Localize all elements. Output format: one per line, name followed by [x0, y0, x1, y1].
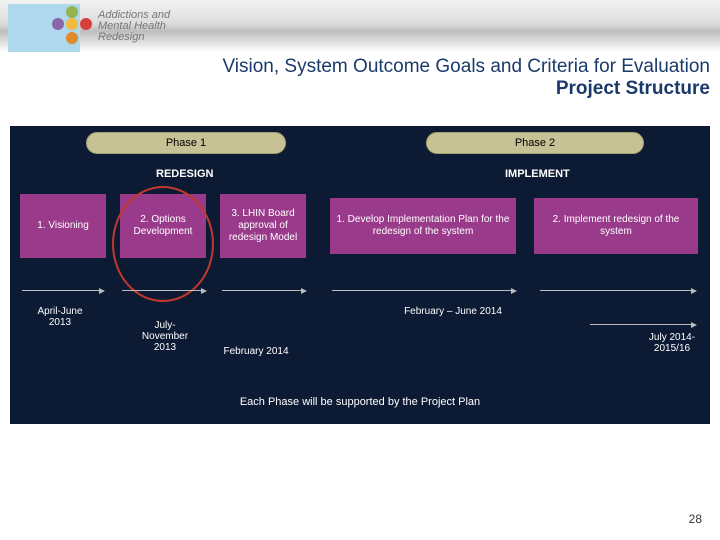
brand-line3: Redesign: [98, 32, 170, 43]
flow-arrow-2: [122, 290, 202, 291]
flow-arrow-1: [22, 290, 100, 291]
phase2-label: Phase 2: [515, 137, 555, 149]
logo-icon: [52, 6, 92, 46]
timeframe-t5: July 2014- 2015/16: [640, 332, 704, 354]
step-develop-implementation-plan: 1. Develop Implementation Plan for the r…: [330, 198, 516, 254]
timeframe-t4: February – June 2014: [388, 306, 518, 317]
brand-text: Addictions and Mental Health Redesign: [98, 10, 170, 43]
flow-arrow-3: [222, 290, 302, 291]
flow-arrow-6: [590, 324, 692, 325]
timeframe-t2: July-November 2013: [132, 320, 198, 353]
highlight-oval: [112, 186, 214, 302]
slide-title: Vision, System Outcome Goals and Criteri…: [110, 56, 710, 100]
title-line1: Vision, System Outcome Goals and Criteri…: [110, 56, 710, 78]
step-implement-redesign: 2. Implement redesign of the system: [534, 198, 698, 254]
step-visioning: 1. Visioning: [20, 194, 106, 258]
implement-label: IMPLEMENT: [505, 168, 570, 180]
flow-arrow-5: [540, 290, 692, 291]
timeframe-t1: April-June 2013: [30, 306, 90, 328]
flow-arrow-4: [332, 290, 512, 291]
footer-note: Each Phase will be supported by the Proj…: [0, 396, 720, 408]
redesign-label: REDESIGN: [156, 168, 213, 180]
title-line2: Project Structure: [110, 78, 710, 100]
phase1-label: Phase 1: [166, 137, 206, 149]
diagram-background: [10, 126, 710, 424]
slide-root: Addictions and Mental Health Redesign Vi…: [0, 0, 720, 540]
phase1-pill: Phase 1: [86, 132, 286, 154]
step-board-approval: 3. LHIN Board approval of redesign Model: [220, 194, 306, 258]
timeframe-t3: February 2014: [222, 346, 290, 357]
page-number: 28: [689, 512, 702, 526]
phase2-pill: Phase 2: [426, 132, 644, 154]
